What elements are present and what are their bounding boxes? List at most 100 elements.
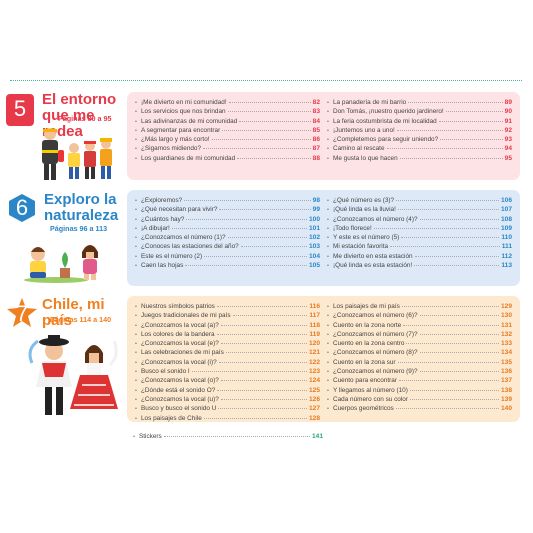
toc-row: • Busco el sonido I 123 <box>135 368 320 377</box>
bullet-icon: • <box>135 304 137 310</box>
toc-row: • Los servicios que nos brindan 83 <box>135 108 320 117</box>
toc-entry-title: Cuento en la zona sur <box>333 358 396 366</box>
toc-entry-page: 123 <box>308 368 320 376</box>
toc-entry-title: A segmentar para encontrar <box>141 126 221 134</box>
leader-dots <box>240 246 307 248</box>
toc-entry-title: Los colores de la bandera <box>141 330 215 338</box>
toc-row: • ¿Conozcamos el número (1)? 102 <box>135 234 320 243</box>
leader-dots <box>396 200 499 201</box>
toc-row: • ¿Conoces las estaciones del año? 103 <box>135 243 320 252</box>
toc-entry-page: 93 <box>504 136 512 144</box>
stickers-label: Stickers <box>139 433 162 440</box>
leader-dots <box>171 227 307 229</box>
leader-dots <box>184 200 311 201</box>
toc-entry-title: ¿Conozcamos el número (1)? <box>141 234 226 242</box>
toc-entry-page: 134 <box>500 349 512 357</box>
leader-dots <box>390 246 500 248</box>
toc-entry-page: 118 <box>309 321 320 329</box>
bullet-icon: • <box>135 378 137 385</box>
unit-6-badge-icon <box>9 194 35 222</box>
toc-entry-page: 119 <box>309 330 320 338</box>
toc-entry-title: Cuento en la zona centro <box>333 340 405 348</box>
community-workers-illustration <box>42 128 112 180</box>
bullet-icon: • <box>327 244 329 251</box>
toc-entry-title: Los paisajes de Chile <box>141 414 202 422</box>
toc-entry-title: Y este es el número (5) <box>333 234 400 242</box>
bullet-icon: • <box>133 434 135 440</box>
bullet-icon: • <box>327 253 329 260</box>
toc-row: • ¿Sigamos midiendo? 87 <box>135 145 320 154</box>
leader-dots <box>203 148 311 150</box>
leader-dots <box>227 111 311 113</box>
leader-dots <box>216 333 308 335</box>
toc-entry-page: 105 <box>308 262 320 270</box>
toc-entry-title: Y llegamos al número (10) <box>333 386 408 394</box>
toc-entry-title: Mi estación favorita <box>333 243 389 251</box>
unit-number: 5 <box>13 96 27 121</box>
toc-entry-title: Cuerpos geométricos <box>333 405 394 413</box>
toc-entry-title: Cuento para encontrar <box>333 377 397 385</box>
toc-row: • Los colores de la bandera 119 <box>135 331 320 340</box>
unit-6-contents: • ¿Exploremos? 98 • ¿Qué necesitan para vivi… <box>127 190 520 286</box>
bullet-icon: • <box>327 331 329 338</box>
children-traditional-dance-illustration <box>28 335 118 415</box>
toc-row: • Los paisajes de Chile 128 <box>135 415 320 424</box>
bullet-icon: • <box>327 263 329 270</box>
leader-dots <box>220 324 308 326</box>
toc-row: • ¡Me divierto en mi comunidad! 82 <box>135 99 320 108</box>
toc-row: • ¿Conozcamos el número (9)? 136 <box>327 368 512 377</box>
toc-entry-page: 136 <box>500 368 512 376</box>
unit-5-badge: 5 <box>6 94 34 126</box>
bullet-icon: • <box>135 225 137 232</box>
toc-entry-title: ¿Conozcamos la vocal (a)? <box>141 321 219 329</box>
toc-entry-title: La panadería de mi barrio <box>333 99 407 106</box>
toc-entry-page: 126 <box>308 395 320 403</box>
leader-dots <box>397 361 499 363</box>
toc-row: • Me gusta lo que hacen 95 <box>327 155 512 164</box>
bullet-icon: • <box>135 341 137 348</box>
toc-row: • Cuento para encontrar 137 <box>327 377 512 386</box>
toc-entry-title: Me divierto en esta estación <box>333 252 413 260</box>
toc-entry-page: 95 <box>504 154 512 162</box>
leader-dots <box>419 371 499 373</box>
bullet-icon: • <box>327 359 329 366</box>
toc-entry-page: 106 <box>500 197 512 204</box>
leader-dots <box>401 306 499 307</box>
unit-5-pages: Páginas 80 a 95 <box>58 114 112 123</box>
toc-entry-title: ¿Conozcamos el número (6)? <box>333 312 418 320</box>
toc-entry-title: Las celebraciones de mi país <box>141 349 224 357</box>
children-planting-illustration <box>24 245 98 283</box>
toc-row: • Cada número con su color 139 <box>327 396 512 405</box>
toc-row: • Cuerpos geométricos 140 <box>327 405 512 414</box>
bullet-icon: • <box>327 341 329 348</box>
bullet-icon: • <box>135 244 137 251</box>
toc-entry-page: 92 <box>504 126 512 134</box>
bullet-icon: • <box>327 155 329 162</box>
toc-row: • ¿Exploremos? 98 <box>135 197 320 206</box>
unit-5-header: 5 El entorno que me rodea Páginas 80 a 9… <box>6 90 124 180</box>
toc-row: • Este es el número (2) 104 <box>135 253 320 262</box>
toc-entry-page: 124 <box>308 377 320 385</box>
unit-6-pages: Páginas 96 a 113 <box>50 224 108 233</box>
toc-entry-page: 91 <box>504 117 512 125</box>
toc-row: • ¿Conozcamos la vocal (u)? 126 <box>135 396 320 405</box>
unit-6-title: Exploro la naturaleza <box>44 192 134 224</box>
toc-entry-page: 125 <box>308 386 320 394</box>
toc-row: • Mi estación favorita 111 <box>327 243 512 252</box>
toc-row: • Los guardianes de mi comunidad 88 <box>135 155 320 164</box>
toc-row: • Cuento en la zona centro 133 <box>327 340 512 349</box>
toc-entry-page: 139 <box>500 395 512 403</box>
toc-entry-title: Los servicios que nos brindan <box>141 108 226 116</box>
toc-row: • ¿Conozcamos el número (8)? 134 <box>327 349 512 358</box>
bullet-icon: • <box>135 415 137 422</box>
leader-dots <box>227 237 307 239</box>
bullet-icon: • <box>327 127 329 134</box>
bullet-icon: • <box>135 406 137 413</box>
unit-number: 7 <box>15 301 29 326</box>
leader-dots <box>414 265 500 267</box>
bullet-icon: • <box>135 359 137 366</box>
leader-dots <box>419 333 499 335</box>
toc-entry-page: 102 <box>308 234 320 242</box>
bullet-icon: • <box>327 118 329 125</box>
leader-dots <box>409 389 499 391</box>
